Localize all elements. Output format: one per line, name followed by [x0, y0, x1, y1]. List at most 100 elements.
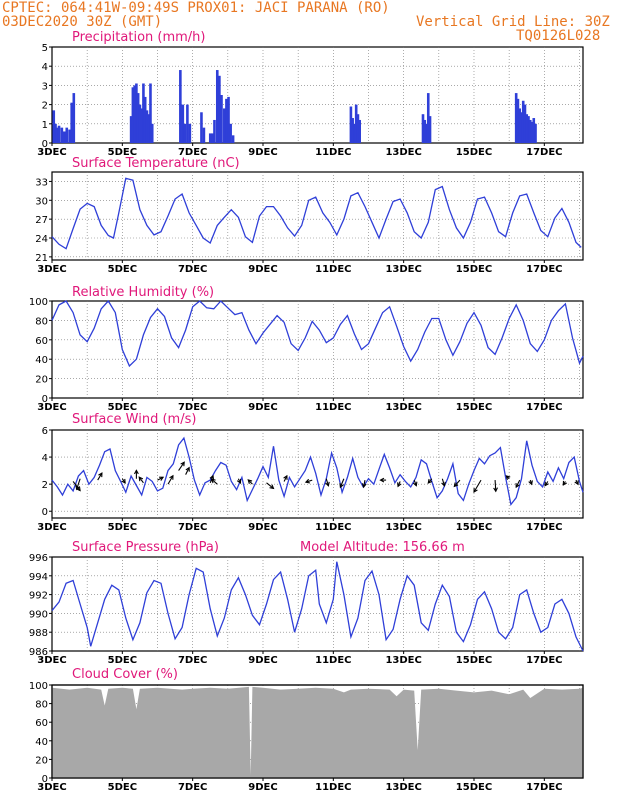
precip-bar: [527, 116, 530, 143]
humidity-ytick: 20: [35, 375, 48, 386]
precip-bar: [149, 83, 152, 143]
temperature-xtick: 13DEC: [385, 264, 421, 275]
wind-arrow: [138, 476, 144, 484]
wind-ytick: 0: [42, 507, 48, 518]
precipitation-ytick: 4: [42, 62, 48, 73]
cloud-cover-title: Cloud Cover (%): [72, 667, 178, 682]
wind-arrow: [494, 480, 497, 492]
precip-bar: [518, 108, 522, 143]
temperature-xtick: 5DEC: [108, 264, 137, 275]
precip-bar: [351, 118, 354, 143]
humidity-xtick: 3DEC: [37, 402, 66, 413]
pressure-ytick: 992: [29, 591, 48, 602]
header-station: CPTEC: 064:41W-09:49S PROX01: JACI PARAN…: [2, 0, 390, 16]
precip-bar: [225, 98, 228, 143]
wind-arrow: [211, 478, 218, 485]
wind-frame: [51, 429, 584, 519]
precipitation-xtick: 3DEC: [37, 147, 66, 158]
pressure-frame: [51, 556, 584, 652]
temperature-ytick: 33: [35, 177, 48, 188]
wind-arrow-head: [562, 480, 568, 486]
precip-bar: [514, 93, 518, 143]
precip-bar: [143, 96, 147, 143]
pressure-xtick: 7DEC: [178, 655, 207, 666]
precip-bar: [231, 135, 235, 143]
cloud-cover-xtick: 13DEC: [385, 782, 421, 793]
wind-arrow-head: [453, 482, 459, 488]
wind-arrow-head: [121, 478, 126, 484]
wind-arrow-head: [361, 483, 367, 489]
precip-bar: [147, 114, 151, 143]
precipitation-ytick: 3: [42, 81, 48, 92]
temperature-xtick: 3DEC: [37, 264, 66, 275]
panel-cloud-cover: 0 20 40 60 80 100 3DEC 5DEC 7DEC 9DEC 11DEC 13DEC 15…: [29, 667, 584, 793]
wind-arrow-head: [210, 478, 216, 484]
pressure-xtick: 15DEC: [456, 655, 492, 666]
wind-arrow-head: [379, 477, 385, 483]
wind-ytick: 6: [42, 426, 48, 437]
precip-bar: [183, 123, 187, 143]
precip-bar: [179, 70, 182, 143]
wind-xtick: 7DEC: [178, 522, 207, 533]
wind-ytick: 2: [42, 480, 48, 491]
precip-bar: [63, 131, 66, 143]
wind-ytick: 4: [42, 453, 48, 464]
panel-wind: 0 2 4 6 3DEC 5DEC 7DEC 9DEC 11DEC 13DEC 15DEC 17DEC…: [37, 412, 584, 533]
wind-arrow: [325, 478, 329, 486]
panel-humidity: 0 20 40 60 80 100 3DEC 5DEC 7DEC 9DEC 11DEC 13DEC 15…: [29, 285, 584, 413]
humidity-xtick: 17DEC: [526, 402, 562, 413]
wind-arrow: [473, 479, 482, 493]
precip-bar: [200, 112, 203, 143]
precip-bar: [60, 127, 64, 143]
precip-bar: [423, 119, 427, 143]
precip-bar: [516, 98, 520, 143]
wind-xtick: 15DEC: [456, 522, 492, 533]
wind-arrow-head: [441, 481, 446, 487]
cloud-cover-ytick: 0: [42, 774, 48, 785]
wind-arrow: [453, 479, 461, 487]
precip-bar: [425, 123, 428, 143]
cloud-cover-xtick: 7DEC: [178, 782, 207, 793]
precip-bar: [68, 129, 71, 143]
humidity-ytick: 100: [29, 297, 48, 308]
header-grid-line: Vertical Grid Line: 30Z: [416, 14, 610, 30]
cloud-cover-ytick: 80: [35, 700, 48, 711]
precip-bar: [202, 127, 206, 143]
pressure-xtick: 17DEC: [526, 655, 562, 666]
wind-arrow: [441, 478, 445, 486]
pressure-ytick: 988: [29, 628, 48, 639]
wind-arrow-head: [159, 476, 165, 481]
wind-arrow-head: [75, 485, 80, 491]
precip-bar: [428, 116, 432, 143]
precip-bar: [57, 125, 61, 143]
precipitation-xtick: 5DEC: [108, 147, 137, 158]
humidity-xtick: 7DEC: [178, 402, 207, 413]
cloud-cover-xtick: 17DEC: [526, 782, 562, 793]
precip-bar: [523, 104, 527, 143]
cloud-cover-ytick: 100: [29, 681, 48, 692]
humidity-ytick: 60: [35, 336, 48, 347]
precipitation-ytick: 1: [42, 120, 48, 131]
precip-bar: [54, 123, 57, 143]
temperature-series-line: [51, 177, 582, 250]
precip-bar: [208, 133, 212, 143]
pressure-series-line: [51, 561, 584, 652]
wind-xtick: 9DEC: [248, 522, 277, 533]
wind-arrow-head: [339, 483, 344, 489]
precipitation-frame: [51, 46, 584, 144]
precip-bar: [530, 121, 534, 143]
temperature-xtick: 9DEC: [248, 264, 277, 275]
humidity-ytick: 40: [35, 355, 48, 366]
precip-bar: [150, 123, 154, 143]
pressure-ytick: 990: [29, 609, 48, 620]
cloud-cover-ytick: 60: [35, 718, 48, 729]
humidity-xtick: 15DEC: [456, 402, 492, 413]
pressure-ytick: 986: [29, 647, 48, 658]
wind-arrow-head: [180, 461, 185, 467]
humidity-ytick: 0: [42, 394, 48, 405]
precip-bar: [136, 93, 140, 143]
precip-bar: [213, 119, 216, 143]
wind-arrow-head: [528, 480, 533, 486]
wind-arrow: [178, 461, 185, 471]
